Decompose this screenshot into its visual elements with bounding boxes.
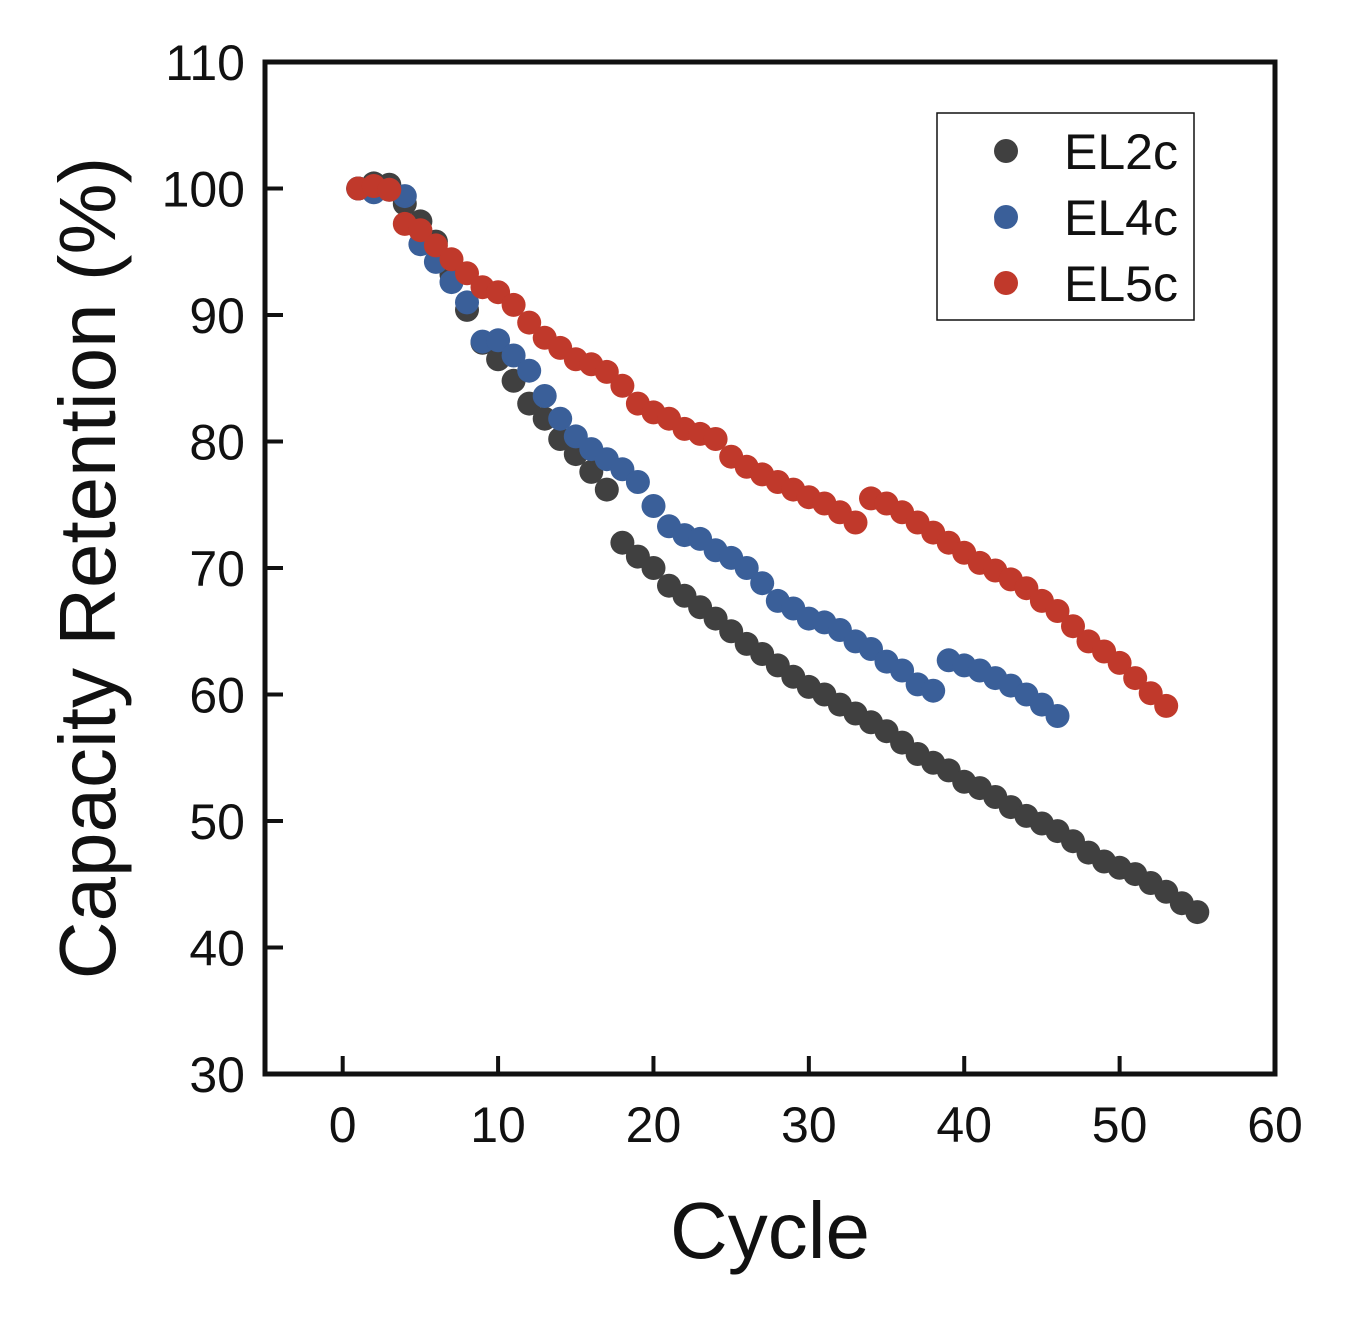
x-tick-label-50: 50 [1092,1097,1148,1153]
point-el5c-50 [1107,650,1132,675]
x-tick-label-30: 30 [781,1097,837,1153]
legend-entries: EL2c EL4c EL5c [994,124,1178,312]
y-tick-label-70: 70 [189,541,245,597]
x-tick-label-10: 10 [470,1097,526,1153]
point-el4c-20 [641,494,666,518]
point-el5c-18 [610,373,635,398]
point-el5c-51 [1123,666,1148,691]
y-tick-label-30: 30 [189,1047,245,1103]
point-el5c-12 [517,310,542,335]
point-el5c-33 [843,510,868,535]
y-tick-label-60: 60 [189,668,245,724]
point-el5c-53 [1154,693,1179,718]
point-el2c-55 [1185,900,1210,925]
point-el4c-14 [548,406,573,431]
point-el2c-18 [610,530,635,555]
point-el4c-8 [455,290,479,315]
x-tick-label-40: 40 [936,1097,992,1153]
legend-label-el2c: EL2c [1064,124,1178,180]
point-el5c-6 [423,233,448,258]
x-tick-label-20: 20 [626,1097,682,1153]
legend: EL2c EL4c EL5c [936,112,1195,321]
point-el4c-10 [486,328,511,353]
y-tick-label-40: 40 [189,921,245,977]
point-el4c-19 [625,470,650,494]
point-el5c-24 [703,427,728,451]
point-el5c-7 [439,247,464,272]
point-el4c-26 [734,556,759,580]
point-el2c-17 [594,477,619,502]
x-tick-label-0: 0 [329,1097,357,1153]
point-el4c-12 [517,358,542,383]
y-tick-label-50: 50 [189,794,245,850]
y-tick-label-90: 90 [189,288,245,344]
point-el4c-38 [921,678,946,703]
series-el4c [346,176,1070,728]
y-tick-label-110: 110 [165,35,245,91]
point-el2c-20 [641,556,666,580]
axis-ticks: 0 10 20 30 40 50 60 30 40 50 60 70 80 90 100 110 [162,35,1303,1153]
legend-marker-el5c [994,271,1018,295]
point-el4c-36 [890,658,915,683]
legend-label-el4c: EL4c [1064,190,1178,246]
point-el5c-17 [594,359,619,384]
point-el5c-11 [501,292,526,317]
point-el5c-8 [455,261,479,286]
y-tick-label-100: 100 [162,162,245,218]
legend-box [936,112,1195,321]
data-points [346,171,1210,925]
legend-marker-el2c [994,139,1018,163]
point-el4c-27 [750,571,775,596]
point-el5c-46 [1045,599,1070,623]
legend-label-el5c: EL5c [1064,256,1178,312]
point-el4c-46 [1045,704,1070,728]
y-tick-label-80: 80 [189,415,245,471]
point-el4c-11 [501,343,526,368]
series-el5c [346,174,1179,718]
point-el5c-3 [377,177,402,202]
point-el4c-13 [532,384,557,408]
x-tick-label-60: 60 [1247,1097,1303,1153]
x-axis-title: Cycle [670,1186,870,1275]
legend-marker-el4c [994,205,1018,229]
point-el5c-5 [408,218,433,243]
y-axis-title: Capacity Retention (%) [43,157,132,980]
point-el5c-47 [1061,614,1085,639]
